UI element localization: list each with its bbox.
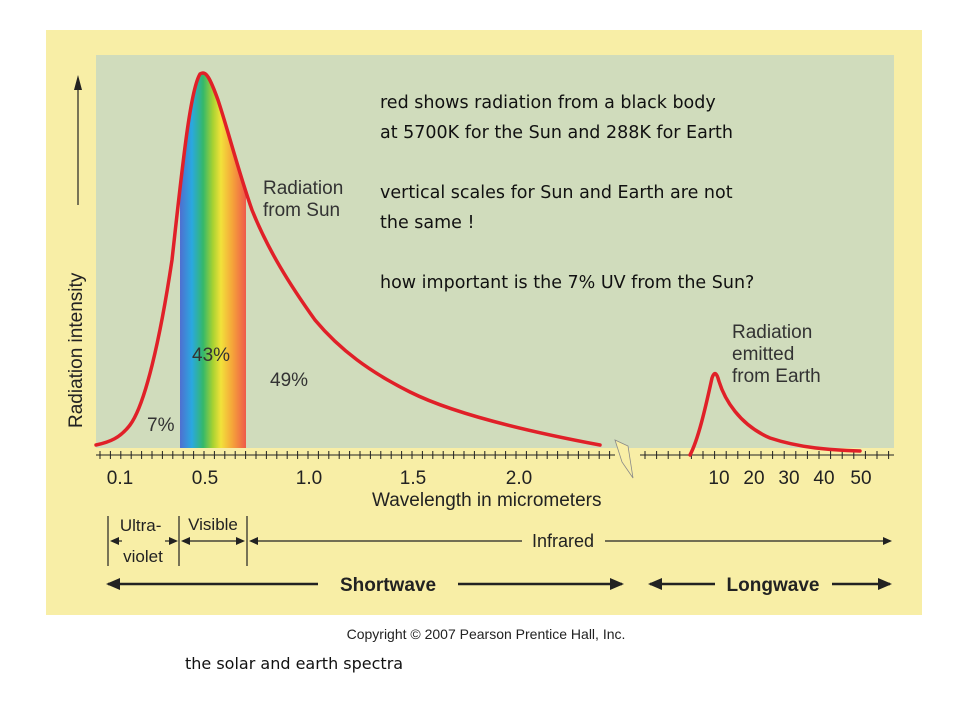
band-label-shortwave: Shortwave <box>340 575 436 596</box>
sun-radiation-curve <box>94 71 602 447</box>
x-axis-label: Wavelength in micrometers <box>372 490 601 511</box>
tick-label-earth: 20 <box>743 468 764 489</box>
y-axis-label: Radiation intensity <box>66 272 87 428</box>
band-label-longwave: Longwave <box>727 575 820 596</box>
tick-label-sun: 1.0 <box>296 468 322 489</box>
y-axis-arrowhead <box>74 75 82 90</box>
note-line: the same ! <box>380 213 475 233</box>
percent-uv: 7% <box>147 415 175 436</box>
band-label-ultraviolet: Ultra- violet <box>120 516 166 566</box>
note-line: at 5700K for the Sun and 288K for Earth <box>380 123 733 143</box>
tick-label-sun: 1.5 <box>400 468 426 489</box>
axis-break <box>614 439 634 479</box>
tick-label-sun: 2.0 <box>506 468 532 489</box>
band-label-infrared: Infrared <box>532 531 594 551</box>
slide-caption: the solar and earth spectra <box>185 654 404 673</box>
percent-visible: 43% <box>192 345 230 366</box>
tick-label-earth: 50 <box>850 468 871 489</box>
ruler-ticks <box>99 451 890 459</box>
note-line: how important is the 7% UV from the Sun? <box>380 273 755 293</box>
band-label-visible: Visible <box>188 515 238 534</box>
tick-label-sun: 0.5 <box>192 468 218 489</box>
tick-label-earth: 10 <box>708 468 729 489</box>
tick-label-sun: 0.1 <box>107 468 133 489</box>
tick-label-earth: 30 <box>778 468 799 489</box>
earth-radiation-curve <box>688 371 862 457</box>
note-line: red shows radiation from a black body <box>380 93 716 113</box>
annotation-notes: red shows radiation from a black body at… <box>380 88 850 298</box>
earth-radiation-label: Radiation emitted from Earth <box>732 322 821 387</box>
sun-radiation-label: Radiation from Sun <box>263 178 349 221</box>
percent-infrared: 49% <box>270 370 308 391</box>
copyright-notice: Copyright © 2007 Pearson Prentice Hall, … <box>347 626 626 642</box>
tick-label-earth: 40 <box>813 468 834 489</box>
note-line: vertical scales for Sun and Earth are no… <box>380 183 733 203</box>
